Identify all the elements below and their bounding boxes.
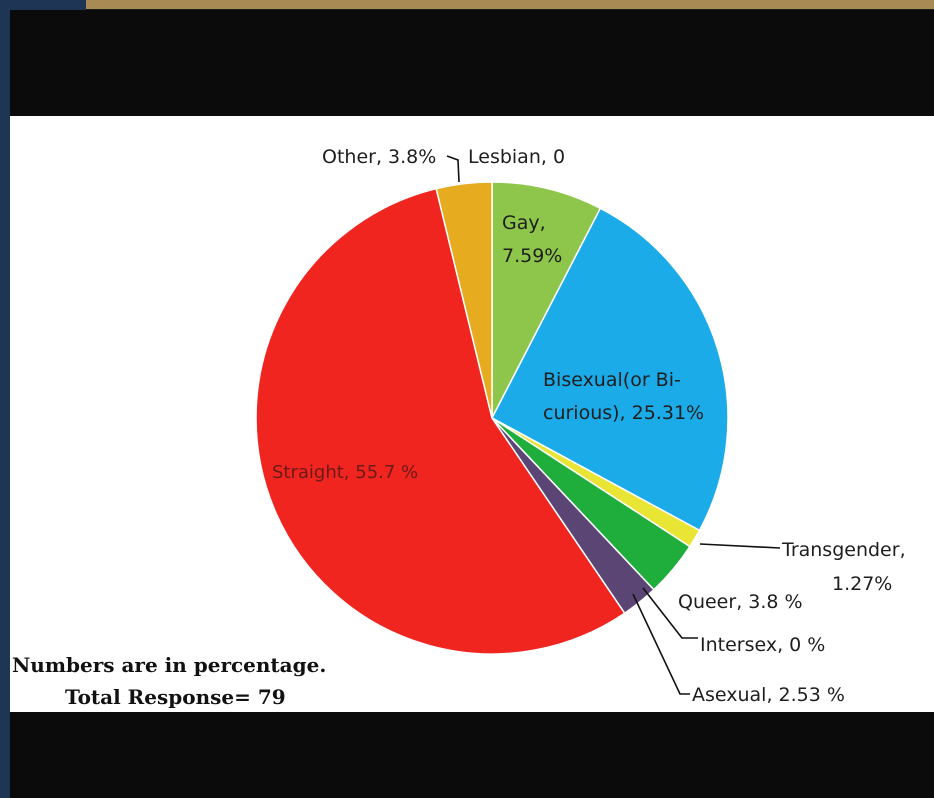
- pie-slice-straight: [255, 187, 626, 655]
- label-gay-line1: Gay,: [502, 212, 546, 234]
- leader-line-intersex: [642, 587, 698, 639]
- top-border-gold: [86, 0, 934, 9]
- leader-line-transgender: [699, 543, 781, 549]
- note-percentage: Numbers are in percentage.: [12, 653, 326, 677]
- slide: Other, 3.8% Lesbian, 0 Gay, 7.59% Bisexu…: [10, 116, 934, 712]
- label-gay-line2: 7.59%: [502, 245, 562, 267]
- left-border: [0, 0, 10, 798]
- top-border-blue: [10, 0, 86, 10]
- label-bisexual-line1: Bisexual(or Bi-: [543, 369, 681, 391]
- label-straight: Straight, 55.7 %: [272, 462, 418, 483]
- label-lesbian: Lesbian, 0: [468, 146, 565, 168]
- label-transgender-line2: 1.27%: [832, 573, 892, 595]
- note-total-response: Total Response= 79: [65, 685, 286, 709]
- leader-line-asexual: [632, 593, 690, 695]
- label-transgender-line1: Transgender,: [781, 539, 906, 561]
- pie-slice-gay: [491, 181, 602, 419]
- pie-chart: Other, 3.8% Lesbian, 0 Gay, 7.59% Bisexu…: [12, 146, 906, 709]
- pie-slice-other: [435, 181, 493, 419]
- label-asexual: Asexual, 2.53 %: [692, 684, 845, 706]
- label-bisexual-line2: curious), 25.31%: [543, 402, 704, 424]
- label-intersex: Intersex, 0 %: [700, 634, 825, 656]
- pie-slices: [255, 181, 729, 655]
- leader-line-other: [446, 155, 460, 183]
- leader-lines: [446, 155, 781, 695]
- label-other: Other, 3.8%: [322, 146, 436, 168]
- label-queer: Queer, 3.8 %: [678, 591, 803, 613]
